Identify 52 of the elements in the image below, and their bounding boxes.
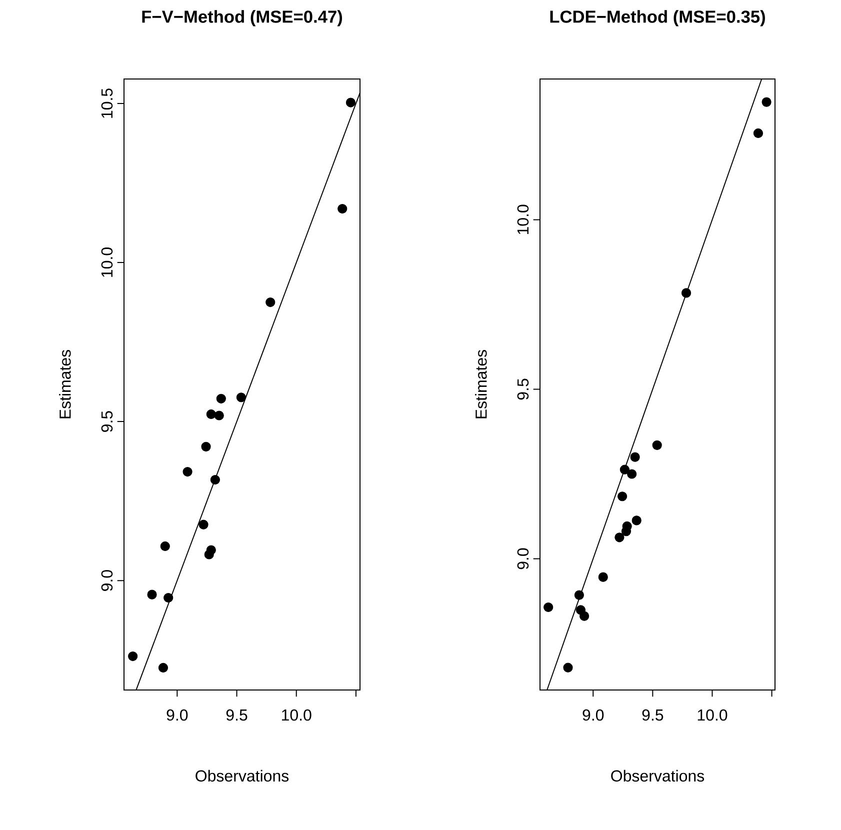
point — [618, 492, 628, 502]
point — [544, 602, 554, 612]
point — [198, 520, 208, 530]
point — [158, 662, 168, 673]
point — [580, 611, 590, 621]
y-tick-label: 9.0 — [101, 570, 113, 591]
point — [753, 128, 764, 138]
point — [182, 466, 192, 477]
point — [574, 590, 584, 600]
point — [563, 662, 573, 672]
x-tick-label: 10.0 — [698, 709, 728, 721]
x-tick-label: 9.0 — [582, 709, 604, 721]
point — [652, 440, 662, 450]
x-axis-title: Observations — [196, 770, 289, 782]
point — [627, 469, 637, 479]
x-axis-title: Observations — [611, 770, 704, 782]
y-tick-label: 10.0 — [101, 248, 113, 277]
x-tick-label: 9.5 — [642, 709, 664, 721]
y-axis-title: Estimates — [475, 350, 487, 418]
point — [128, 651, 138, 662]
x-tick-label: 10.0 — [282, 709, 312, 721]
point — [210, 474, 220, 485]
point — [762, 97, 772, 107]
y-tick-label: 10.0 — [517, 204, 529, 234]
point — [346, 98, 356, 108]
point — [147, 590, 157, 600]
y-tick-label: 10.5 — [101, 88, 113, 118]
point — [266, 297, 276, 308]
x-tick-label: 9.5 — [226, 709, 248, 721]
point — [632, 516, 642, 526]
point — [204, 550, 214, 560]
x-tick-label: 9.0 — [166, 709, 188, 721]
point — [236, 392, 246, 402]
chart-title: LCDE−Method (MSE=0.35) — [550, 10, 765, 26]
point — [216, 394, 226, 404]
point — [630, 452, 640, 462]
point — [681, 288, 692, 298]
point — [614, 532, 624, 542]
y-tick-label: 9.5 — [101, 411, 113, 432]
point — [201, 442, 211, 452]
y-axis-title: Estimates — [59, 350, 71, 418]
point — [338, 204, 348, 214]
point — [206, 409, 216, 420]
point — [164, 592, 174, 603]
y-tick-label: 9.0 — [517, 548, 529, 570]
point — [598, 572, 608, 582]
point — [160, 541, 170, 552]
y-tick-label: 9.5 — [517, 378, 529, 400]
point — [214, 410, 224, 420]
point — [621, 526, 632, 536]
point — [620, 464, 630, 474]
chart-title: F−V−Method (MSE=0.47) — [142, 10, 342, 26]
